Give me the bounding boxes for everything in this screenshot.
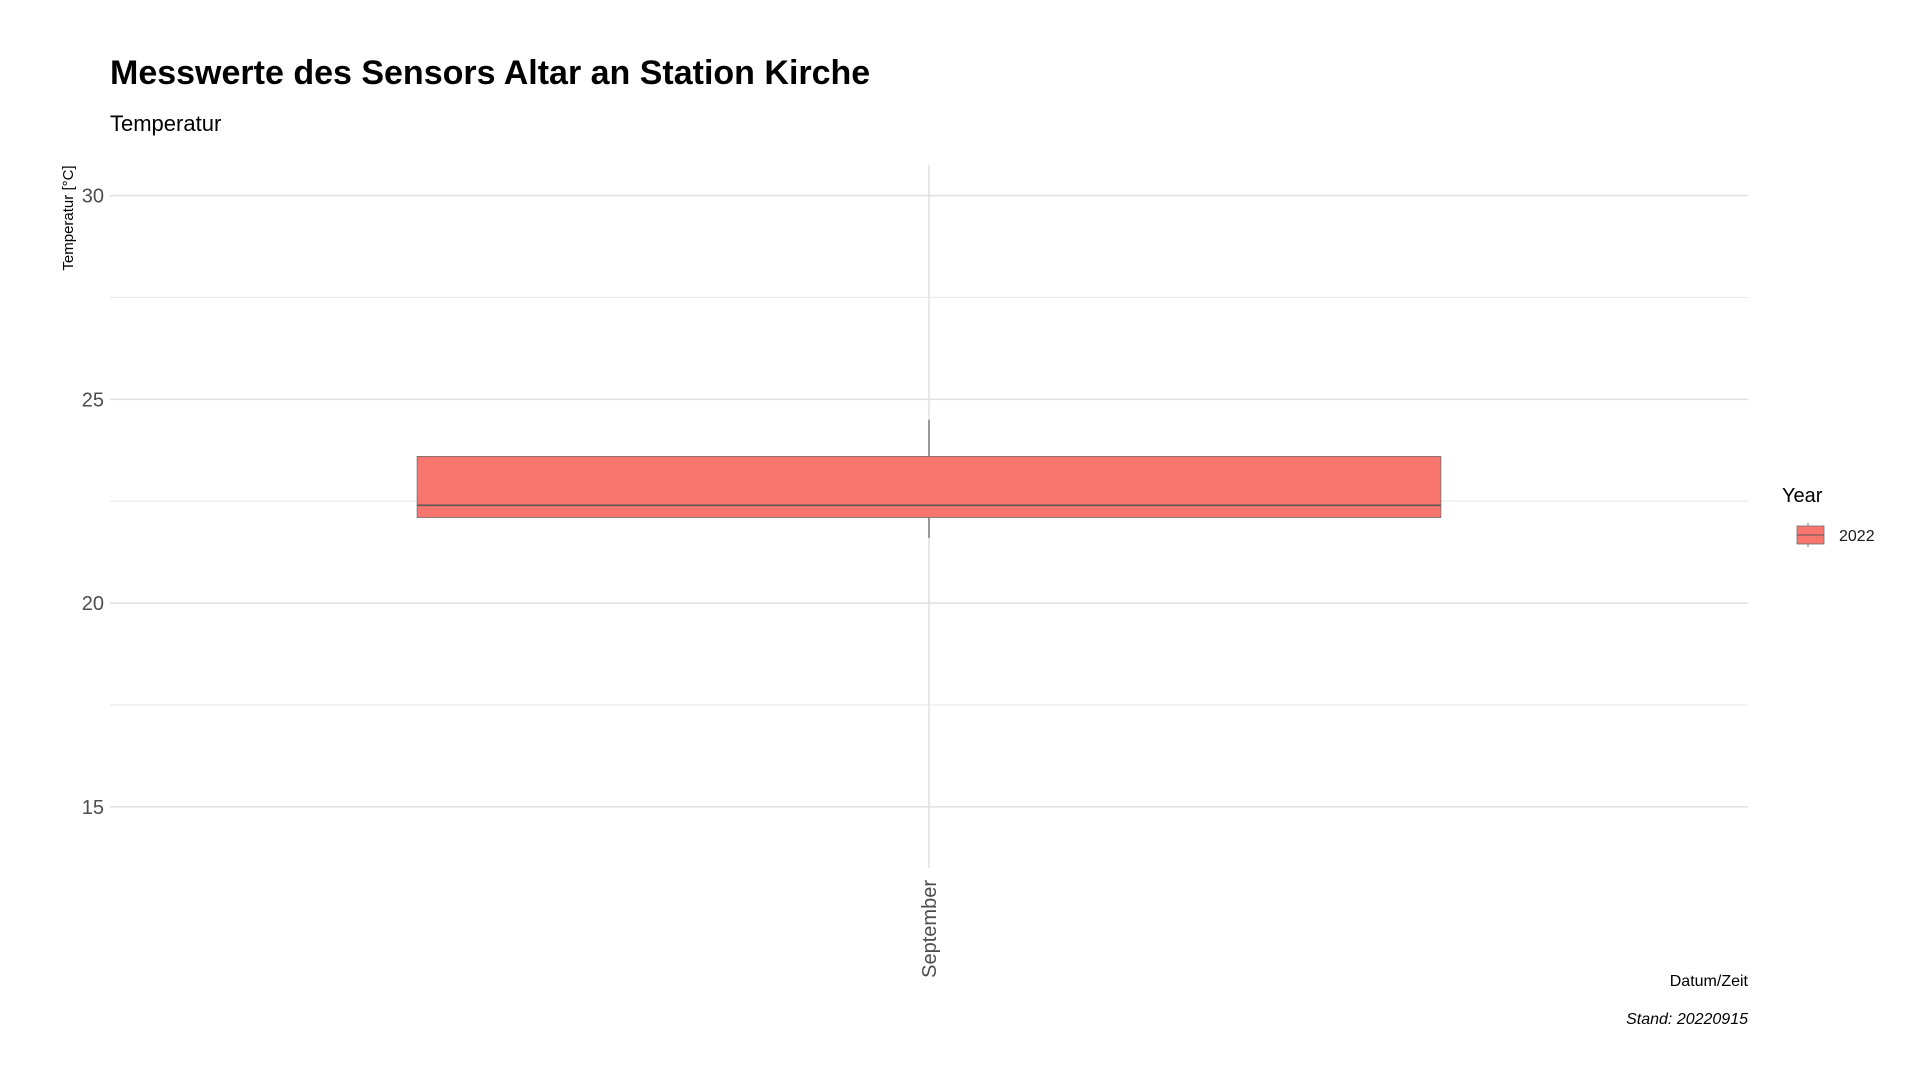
y-tick-label: 15 — [82, 797, 104, 819]
y-tick-label: 20 — [82, 593, 104, 615]
box-layer — [416, 419, 1442, 538]
y-tick-label: 30 — [82, 186, 104, 208]
legend-title: Year — [1782, 485, 1823, 507]
tick-layer: 15 20 25 30 September — [82, 186, 941, 978]
legend-entries: 2022 — [1796, 523, 1875, 547]
chart-title: Messwerte des Sensors Altar an Station K… — [110, 54, 870, 92]
y-tick-label: 25 — [82, 389, 104, 411]
chart-subtitle: Temperatur — [110, 111, 221, 136]
x-tick-label: September — [919, 880, 941, 978]
box-september — [416, 455, 1442, 518]
y-axis-label: Temperatur [°C] — [60, 165, 77, 270]
chart-caption: Stand: 20220915 — [1626, 1011, 1748, 1028]
grid-layer — [110, 165, 1748, 868]
legend: Year 2022 — [1782, 485, 1875, 547]
legend-entry-label: 2022 — [1839, 528, 1875, 545]
x-axis-label: Datum/Zeit — [1670, 973, 1749, 990]
